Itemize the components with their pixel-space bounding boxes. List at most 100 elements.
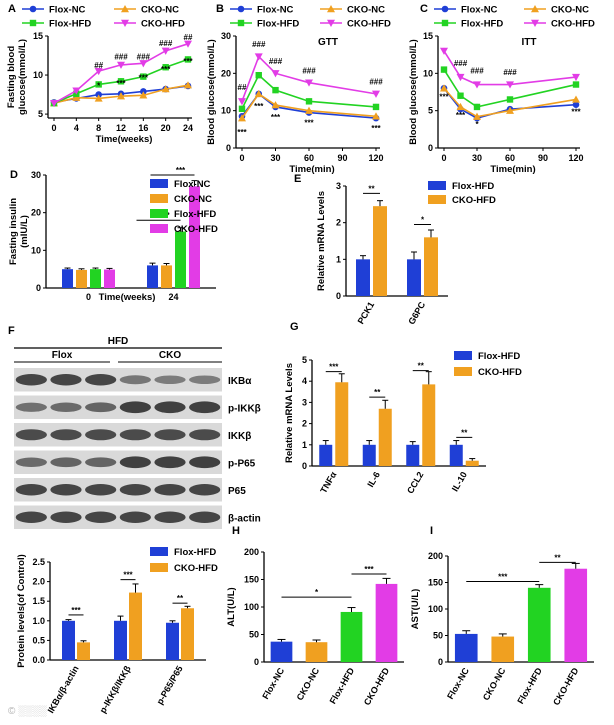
data-point [50,99,58,108]
legend-swatch [150,179,168,188]
significance-label: * [97,81,101,90]
x-tick-label: 24 [183,123,193,133]
data-point [254,53,263,61]
significance-label: *** [456,111,466,120]
blot-band [15,484,47,496]
bar [378,408,392,466]
western-blot: F HFD Flox CKO IKBα p-IKKβ IKKβ p-P65 P65 β-actin [8,325,261,529]
x-tick-label: CKO-HFD [551,666,581,707]
data-point [162,64,169,71]
legend-entry: Flox-NC [257,5,294,16]
blot-group-title: HFD [108,336,129,347]
y-tick-label: 0 [302,461,307,471]
data-point [117,78,125,85]
y-tick-label: 20 [221,68,231,78]
data-point [372,103,380,111]
data-point [271,101,280,109]
data-point [140,73,147,80]
legend-entry: Flox-HFD [452,181,494,192]
y-tick-label: 0 [226,143,231,153]
x-tick-label: 60 [304,153,314,163]
data-point [94,94,103,102]
data-point [572,73,580,82]
x-tick-label: 16 [138,123,148,133]
x-tick-label: 90 [538,153,548,163]
legend-marker [441,5,449,13]
bar [305,642,328,662]
significance-label: ** [374,388,381,397]
x-tick-label: IKBα/β-actin [46,664,81,715]
y-tick-label: 50 [433,631,443,641]
legend-swatch [150,194,168,203]
x-tick-label: 30 [472,153,482,163]
y-tick-label: 10 [31,245,41,255]
blot-band [154,484,186,496]
legend-entry: Flox-HFD [49,19,91,30]
blot-row-label: p-IKKβ [228,403,261,414]
blot-band [154,429,186,441]
bar [422,384,436,466]
blot-band [50,374,82,386]
y-tick-label: 150 [428,578,443,588]
panel-label: B [216,3,224,15]
data-point [161,85,170,93]
significance-label: * [421,216,425,225]
y-axis-label-line: glucose(mmol/L) [17,39,28,115]
significance-label: *** [498,572,508,581]
blot-row-label: IKKβ [228,431,251,442]
y-axis-label-line: Fasting insulin [8,198,19,265]
data-point [372,112,380,120]
bar [114,620,127,660]
significance-label: ** [177,594,184,603]
blot-band [15,511,47,523]
data-point [117,92,125,100]
blot-band [85,374,117,386]
panel-label: I [430,525,433,537]
y-tick-label: 0 [254,657,259,667]
legend-swatch [150,209,168,218]
panel-label: G [290,321,299,333]
blot-band [154,375,186,385]
bar [129,592,142,660]
blot-band [85,457,117,468]
x-axis-label: Time(min) [289,164,334,175]
x-tick-label: 120 [568,153,583,163]
significance-label: ### [269,57,283,66]
significance-label: ** [461,428,468,437]
blot-band [119,484,151,496]
data-point [117,61,125,69]
data-point [506,96,514,103]
bar [62,620,75,660]
legend-marker [531,19,539,27]
y-tick-label: 0.0 [32,655,45,665]
bar [564,568,588,662]
data-point [305,106,313,114]
significance-label: ### [252,40,266,49]
blot-row-label: p-P65 [228,458,256,469]
legend-marker [531,5,539,13]
bar [527,587,551,662]
chart-title: ITT [522,37,537,48]
legend-entry: Flox-HFD [174,209,216,220]
y-tick-label: 0 [36,283,41,293]
y-axis-label: Protein levels(of Control) [16,554,27,667]
x-tick-label: Flox-NC [445,666,471,701]
blot-band [85,484,117,496]
y-tick-label: 2 [336,218,341,228]
line-chart-B: B Flox-NC CKO-NC Flox-HFD CKO-HFD GTT 0 10 20 30 0… [206,3,391,175]
bar [424,237,438,296]
legend-swatch [454,351,472,360]
y-tick-label: 3 [302,397,307,407]
legend-marker [121,5,129,13]
legend-swatch [150,224,168,233]
legend-entry: CKO-HFD [347,19,391,30]
blot-band [154,401,186,414]
x-tick-label: PCK1 [356,300,377,326]
significance-label: ## [184,33,193,42]
bar [270,641,293,662]
blot-band [119,456,151,469]
x-tick-label: 120 [368,153,383,163]
data-point [272,86,279,94]
significance-label: ## [94,61,103,70]
x-tick-label: 24 [168,292,178,302]
